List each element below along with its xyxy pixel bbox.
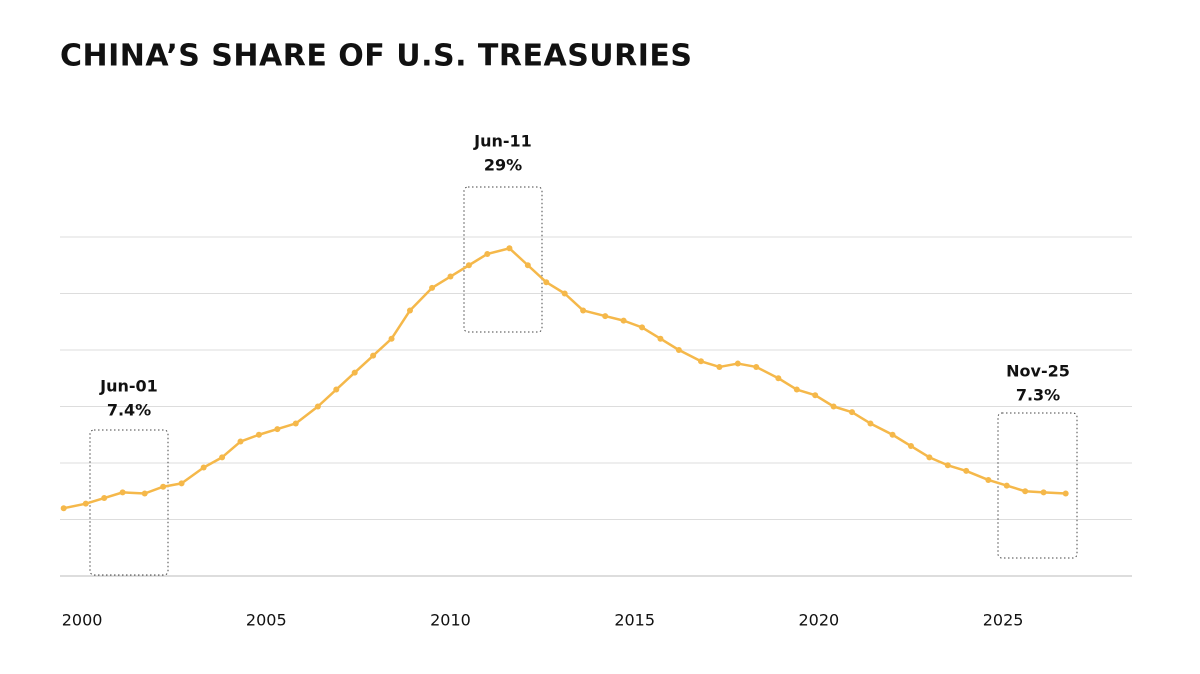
point (716, 363, 723, 370)
point (406, 307, 413, 314)
point (82, 500, 89, 507)
x-tick-label: 2025 (983, 611, 1024, 630)
x-tick-label: 2015 (614, 611, 655, 630)
point (314, 403, 321, 410)
point (985, 476, 992, 483)
point (963, 467, 970, 474)
line (63, 247, 1066, 510)
point (178, 480, 185, 487)
x-tick-label: 2010 (430, 611, 471, 630)
point (697, 358, 704, 365)
annotation-value: 29% (484, 156, 522, 175)
point (543, 279, 550, 286)
point (580, 307, 587, 314)
point (524, 262, 531, 269)
point (1003, 482, 1010, 489)
point (351, 369, 358, 376)
point (675, 347, 682, 353)
point (237, 438, 244, 445)
point (429, 284, 436, 291)
point (465, 262, 472, 269)
point (119, 489, 126, 496)
point (388, 335, 395, 342)
point (889, 431, 896, 438)
point (639, 324, 646, 331)
point (1040, 489, 1047, 496)
x-tick-label: 2020 (799, 611, 840, 630)
point (775, 375, 782, 382)
point (830, 403, 837, 410)
annotation-value: 7.4% (107, 401, 151, 420)
point (160, 483, 167, 490)
point (484, 250, 491, 257)
x-tick-label: 2000 (62, 611, 103, 630)
x-tick-label: 2005 (246, 611, 287, 630)
point (867, 420, 874, 427)
point (101, 495, 108, 502)
point (849, 409, 856, 416)
point (141, 490, 148, 497)
point (370, 352, 377, 359)
point (447, 273, 454, 280)
point (561, 290, 568, 297)
point (60, 505, 67, 512)
point (657, 335, 664, 342)
point (602, 313, 609, 320)
point (255, 431, 262, 438)
annotation-box (89, 429, 169, 576)
point (944, 462, 951, 469)
point (506, 245, 513, 252)
point (734, 360, 741, 367)
point (812, 392, 819, 399)
annotation-date: Jun-01 (99, 377, 158, 396)
point (219, 454, 226, 461)
point (274, 426, 281, 433)
annotation-box (463, 186, 543, 333)
point (1022, 488, 1029, 495)
point (620, 317, 627, 324)
point (907, 443, 914, 450)
point (200, 464, 207, 471)
point (333, 386, 340, 393)
point (753, 363, 760, 370)
point (926, 454, 933, 461)
chart-title: CHINA’S SHARE OF U.S. TREASURIES (60, 39, 693, 74)
annotation-value: 7.3% (1016, 386, 1060, 405)
annotation-date: Nov-25 (1006, 362, 1070, 381)
point (1062, 490, 1069, 497)
point (793, 386, 800, 393)
point (292, 420, 299, 427)
annotation-date: Jun-11 (473, 132, 532, 151)
